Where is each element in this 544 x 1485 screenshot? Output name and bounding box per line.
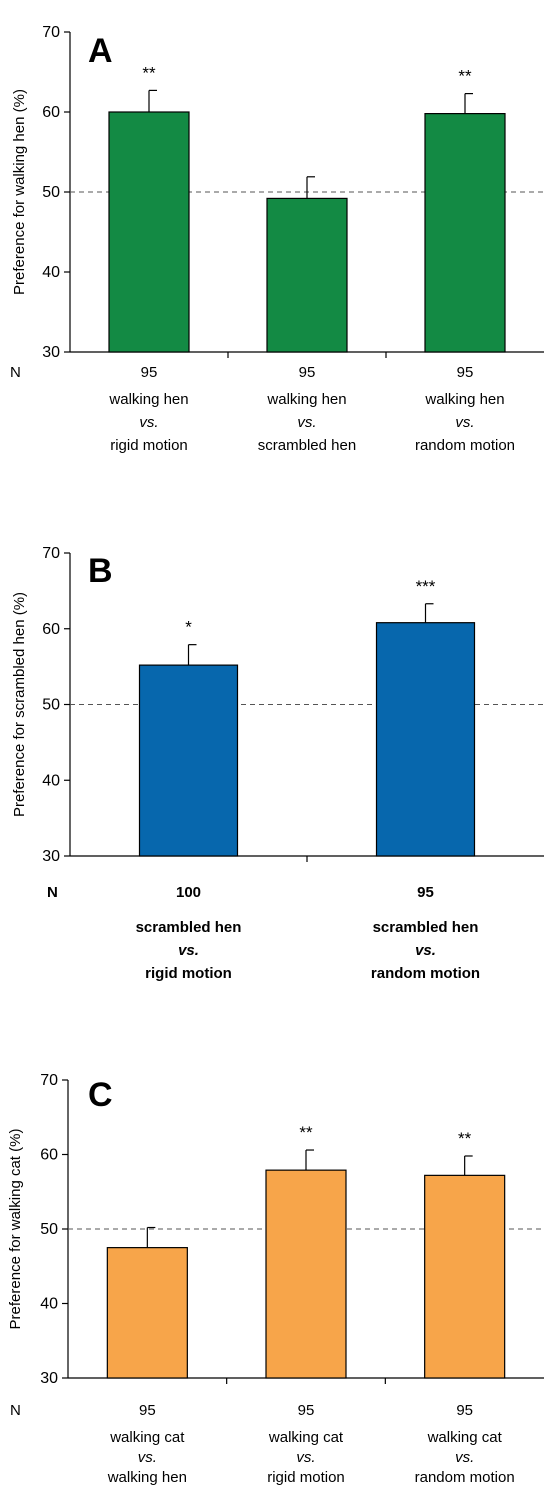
n-value: 95 (298, 1402, 315, 1419)
y-tick-label: 60 (42, 621, 60, 638)
category-label-vs: vs. (296, 1449, 315, 1466)
n-axis-label: N (10, 1402, 21, 1419)
panel-c: C 30 40 50 60 70 Preference for walking cat (%… (7, 1072, 544, 1485)
panel-letter: C (88, 1076, 113, 1114)
panel-letter: A (88, 32, 113, 70)
y-tick-label: 40 (42, 264, 60, 281)
y-tick-label: 70 (42, 24, 60, 41)
significance-marker: ** (458, 1129, 472, 1148)
n-value: 95 (457, 364, 474, 381)
category-label-line1: scrambled hen (136, 919, 242, 936)
y-axis-label: Preference for walking cat (%) (7, 1129, 24, 1330)
bar (106, 1247, 188, 1379)
y-tick-label: 70 (40, 1072, 58, 1089)
n-axis-label: N (10, 364, 21, 381)
category-label-vs: vs. (138, 1449, 157, 1466)
significance-marker: ** (458, 67, 472, 86)
y-tick-label: 60 (42, 104, 60, 121)
category-label-line1: walking cat (109, 1429, 185, 1446)
y-axis-label: Preference for scrambled hen (%) (11, 592, 28, 817)
y-tick-label: 50 (42, 184, 60, 201)
category-label-line3: random motion (415, 437, 515, 454)
n-value: 95 (141, 364, 158, 381)
category-label-line1: walking cat (427, 1429, 503, 1446)
bar (424, 1174, 506, 1379)
significance-marker: *** (416, 577, 436, 596)
y-tick-label: 30 (42, 848, 60, 865)
significance-marker: ** (142, 63, 156, 82)
y-tick-label: 30 (42, 344, 60, 361)
category-label-line1: walking cat (268, 1429, 344, 1446)
n-value: 95 (456, 1402, 473, 1419)
category-label-line3: random motion (415, 1469, 515, 1485)
bar (424, 112, 506, 353)
category-label-line1: walking hen (266, 391, 346, 408)
y-axis-label: Preference for walking hen (%) (11, 89, 28, 295)
y-tick-label: 50 (40, 1221, 58, 1238)
bar (266, 197, 348, 353)
category-label-line3: random motion (371, 965, 480, 982)
category-label-line1: walking hen (108, 391, 188, 408)
panel-b: B 30 40 50 60 70 Preference for scrambled hen … (11, 545, 544, 982)
category-label-vs: vs. (415, 942, 436, 959)
y-tick-label: 60 (40, 1147, 58, 1164)
bar (108, 111, 190, 353)
y-tick-label: 40 (40, 1296, 58, 1313)
category-label-vs: vs. (297, 414, 316, 431)
category-label-line3: rigid motion (110, 437, 188, 454)
category-label-vs: vs. (139, 414, 158, 431)
n-axis-label: N (47, 884, 58, 901)
bar (138, 664, 239, 857)
category-label-line1: scrambled hen (373, 919, 479, 936)
bar (265, 1169, 347, 1379)
n-value: 100 (176, 884, 201, 901)
y-tick-label: 40 (42, 772, 60, 789)
n-value: 95 (417, 884, 434, 901)
significance-marker: ** (299, 1123, 313, 1142)
category-label-vs: vs. (455, 1449, 474, 1466)
panel-a: A 30 40 50 60 70 Preference for walking hen (%… (10, 24, 544, 454)
category-label-vs: vs. (178, 942, 199, 959)
category-label-vs: vs. (455, 414, 474, 431)
category-label-line1: walking hen (424, 391, 504, 408)
significance-marker: * (185, 618, 192, 637)
n-value: 95 (299, 364, 316, 381)
n-value: 95 (139, 1402, 156, 1419)
category-label-line3: rigid motion (145, 965, 232, 982)
panel-letter: B (88, 552, 113, 590)
y-tick-label: 30 (40, 1370, 58, 1387)
bar (375, 622, 476, 857)
category-label-line3: rigid motion (267, 1469, 345, 1485)
category-label-line3: walking hen (107, 1469, 187, 1485)
category-label-line3: scrambled hen (258, 437, 356, 454)
y-tick-label: 50 (42, 697, 60, 714)
y-tick-label: 70 (42, 545, 60, 562)
